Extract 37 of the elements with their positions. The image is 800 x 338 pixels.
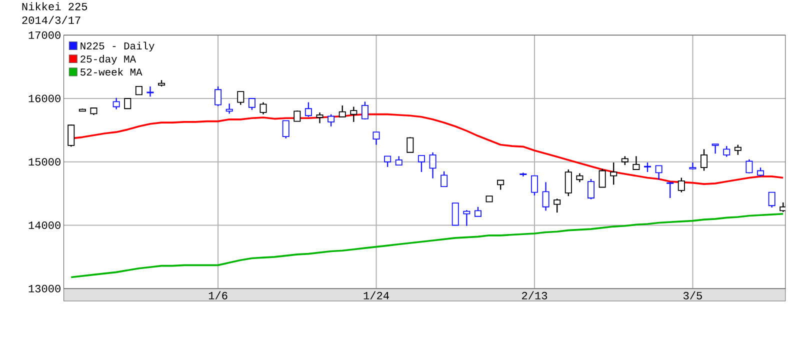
candlestick: [135, 86, 142, 95]
chart-subtitle: 2014/3/17: [22, 16, 80, 24]
candlestick: [463, 209, 470, 226]
y-tick-label: 15000: [28, 158, 60, 166]
candlestick: [418, 154, 425, 172]
candlestick: [576, 172, 584, 183]
candlestick: [520, 172, 527, 177]
candlestick: [112, 97, 120, 110]
legend-label: 52-week MA: [80, 68, 142, 76]
y-tick-label: 13000: [28, 284, 60, 292]
candlestick: [124, 98, 132, 109]
candlestick: [632, 155, 640, 170]
x-tick-label: 1/6: [208, 291, 228, 300]
candlestick: [316, 112, 324, 124]
legend-label: N225 - Daily: [80, 42, 154, 52]
y-tick-label: 14000: [28, 221, 60, 229]
candlestick: [598, 168, 606, 188]
candlestick: [712, 143, 719, 154]
x-tick-label: 1/24: [364, 291, 389, 300]
candlestick: [746, 158, 753, 173]
candlestick: [542, 181, 550, 212]
y-tick-label: 16000: [28, 94, 60, 102]
candlestick: [655, 165, 662, 180]
candlestick: [768, 192, 776, 208]
candlestick: [406, 137, 414, 153]
chart-title: Nikkei 225: [22, 2, 88, 10]
candlestick: [146, 86, 154, 97]
candlestick: [486, 195, 493, 202]
candlestick: [350, 106, 358, 122]
y-tick-label: 17000: [28, 31, 60, 39]
candlestick: [429, 152, 436, 179]
legend-label: 25-day MA: [80, 54, 136, 64]
candlestick: [452, 202, 459, 226]
candlestick: [372, 131, 380, 146]
candlestick: [90, 107, 98, 116]
x-tick-label: 2/13: [522, 291, 548, 300]
x-tick-label: 3/5: [683, 291, 702, 300]
